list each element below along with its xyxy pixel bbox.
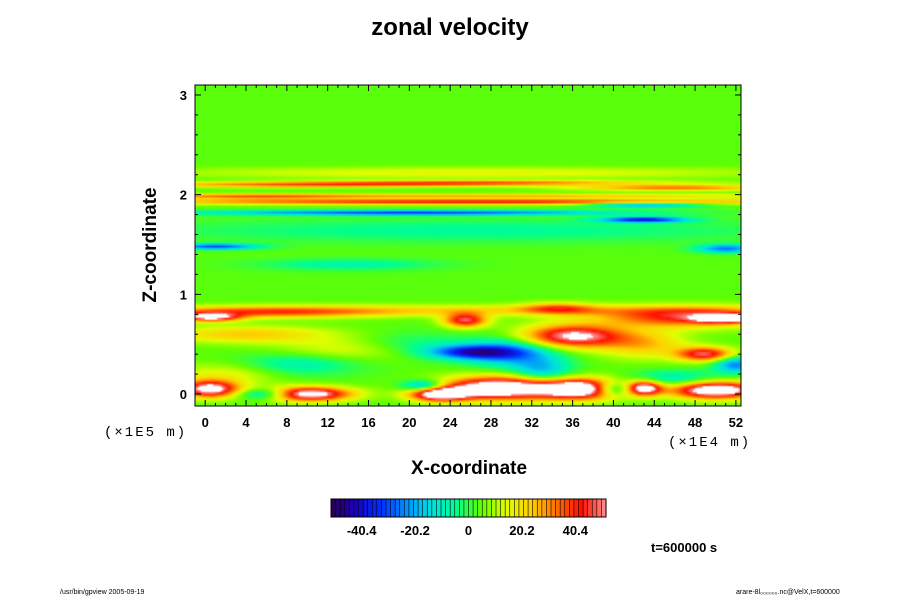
y-axis-label: Z-coordinate — [140, 187, 161, 303]
x-tick-label: 24 — [443, 415, 458, 430]
footer-source: arare-8l₀₀₀₀₀₀.nc@VelX,t=600000 — [736, 589, 840, 596]
colorbar-segment — [376, 499, 383, 517]
colorbar-segment — [477, 499, 483, 517]
colorbar-segment — [353, 499, 360, 517]
colorbar-segment — [578, 499, 584, 517]
colorbar-segment — [596, 499, 603, 517]
colorbar-segment — [463, 499, 470, 517]
colorbar-segment — [551, 499, 557, 517]
colorbar-segment — [418, 499, 424, 517]
colorbar-tick-label: 0 — [465, 523, 472, 538]
x-scale-label: (×1E4 m) — [668, 435, 752, 451]
colorbar-segment — [349, 499, 355, 517]
colorbar-segment — [587, 499, 593, 517]
colorbar-segment — [500, 499, 506, 517]
colorbar-segment — [413, 499, 419, 517]
colorbar-segment — [335, 499, 341, 517]
y-tick-label: 3 — [180, 88, 187, 103]
colorbar-segment — [482, 499, 488, 517]
colorbar-segment — [564, 499, 570, 517]
x-tick-label: 52 — [729, 415, 743, 430]
x-tick-label: 12 — [320, 415, 334, 430]
colorbar-segment — [560, 499, 566, 517]
plot-frame — [194, 84, 742, 407]
colorbar-segment — [399, 499, 405, 517]
colorbar-segment — [537, 499, 543, 517]
colorbar-segment — [422, 499, 428, 517]
colorbar-segment — [404, 499, 410, 517]
colorbar-segment — [496, 499, 502, 517]
y-tick-label: 2 — [180, 188, 187, 203]
chart-title: zonal velocity — [371, 14, 529, 41]
colorbar-segment — [505, 499, 511, 517]
colorbar-tick-label: 20.2 — [509, 523, 534, 538]
colorbar-segment — [344, 499, 350, 517]
x-tick-label: 4 — [242, 415, 250, 430]
time-annotation: t=600000 s — [651, 540, 718, 555]
colorbar-segment — [363, 499, 369, 517]
colorbar-segment — [441, 499, 447, 517]
colorbar-segment — [518, 499, 525, 517]
colorbar-segment — [427, 499, 433, 517]
colorbar-segment — [381, 499, 387, 517]
colorbar-tick-label: 40.4 — [563, 523, 589, 538]
x-tick-label: 32 — [525, 415, 539, 430]
colorbar-segment — [583, 499, 589, 517]
colorbar-segment — [528, 499, 534, 517]
colorbar-segment — [395, 499, 401, 517]
colorbar-segment — [468, 499, 474, 517]
colorbar-segment — [546, 499, 552, 517]
x-tick-label: 36 — [565, 415, 579, 430]
heatmap-field — [195, 85, 741, 406]
colorbar-segment — [386, 499, 392, 517]
x-tick-label: 0 — [202, 415, 209, 430]
x-tick-label: 16 — [361, 415, 375, 430]
colorbar-segment — [592, 499, 598, 517]
colorbar-segment — [445, 499, 451, 517]
colorbar-tick-label: -40.4 — [347, 523, 377, 538]
x-tick-label: 8 — [283, 415, 290, 430]
colorbar-segment — [331, 499, 337, 517]
colorbar-segment — [555, 499, 561, 517]
x-tick-label: 44 — [647, 415, 662, 430]
colorbar-segment — [459, 499, 465, 517]
footer-command: /usr/bin/gpview 2005-09-19 — [60, 589, 145, 596]
colorbar-segment — [491, 499, 497, 517]
x-tick-label: 28 — [484, 415, 498, 430]
colorbar-segment — [436, 499, 442, 517]
colorbar-segment — [372, 499, 378, 517]
colorbar-segment — [514, 499, 520, 517]
y-scale-label: (×1E5 m) — [104, 425, 188, 441]
colorbar-segment — [450, 499, 456, 517]
x-tick-label: 20 — [402, 415, 416, 430]
colorbar-tick-label: -20.2 — [400, 523, 430, 538]
colorbar-segment — [367, 499, 373, 517]
colorbar-segment — [541, 499, 548, 517]
colorbar-segment — [358, 499, 364, 517]
colorbar-frame — [330, 498, 607, 518]
x-tick-label: 48 — [688, 415, 702, 430]
x-axis-label: X-coordinate — [410, 458, 528, 479]
colorbar-segment — [569, 499, 575, 517]
colorbar-segment — [431, 499, 438, 517]
colorbar-segment — [486, 499, 493, 517]
colorbar-segment — [473, 499, 479, 517]
colorbar-segment — [523, 499, 529, 517]
colorbar-segment — [390, 499, 396, 517]
y-tick-label: 1 — [180, 287, 187, 302]
colorbar-segment — [509, 499, 515, 517]
y-tick-label: 0 — [180, 387, 187, 402]
colorbar-segment — [532, 499, 538, 517]
x-tick-label: 40 — [606, 415, 620, 430]
colorbar-segment — [454, 499, 460, 517]
colorbar-segment — [601, 499, 607, 517]
colorbar-segment — [573, 499, 580, 517]
colorbar-segment — [408, 499, 415, 517]
colorbar: -40.4 -20.2 0 20.2 40.4 — [330, 498, 607, 538]
colorbar-segment — [340, 499, 346, 517]
